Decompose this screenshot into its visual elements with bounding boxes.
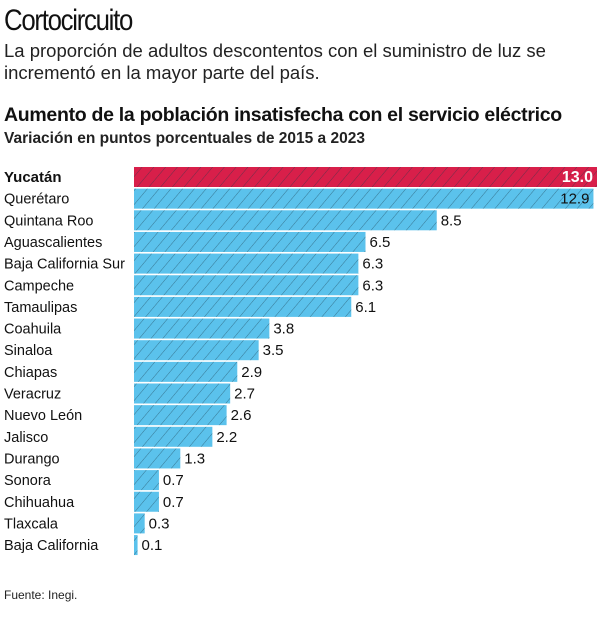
value-label: 2.9 (241, 364, 262, 381)
chart-title: Aumento de la población insatisfecha con… (4, 104, 562, 126)
category-label: Baja California Sur (4, 257, 125, 273)
bar-hatch (134, 167, 597, 187)
category-label: Aguascalientes (4, 235, 102, 251)
category-label: Baja California (4, 538, 99, 554)
value-label: 3.8 (273, 321, 294, 338)
category-label: Sinaloa (4, 343, 53, 359)
value-label: 2.2 (216, 429, 237, 446)
bar-hatch (134, 188, 594, 209)
category-label: Campeche (4, 278, 74, 294)
bar-hatch (134, 405, 227, 426)
value-label: 6.5 (370, 234, 391, 251)
chart-subtitle: Variación en puntos porcentuales de 2015… (4, 130, 365, 147)
bar-hatch (134, 253, 359, 274)
category-label: Quintana Roo (4, 213, 93, 229)
bar-hatch (134, 340, 259, 361)
value-label: 13.0 (562, 169, 593, 186)
category-label: Veracruz (4, 387, 61, 403)
value-label: 3.5 (263, 342, 284, 359)
bar-hatch (134, 383, 231, 404)
value-label: 2.6 (231, 407, 252, 424)
category-label: Chihuahua (4, 495, 75, 511)
page-title: Cortocircuito (4, 4, 133, 37)
value-label: 0.7 (163, 472, 184, 489)
category-label: Chiapas (4, 365, 57, 381)
page-subtitle: La proporción de adultos descontentos co… (4, 40, 546, 83)
bar-hatch (134, 318, 270, 339)
value-label: 12.9 (560, 191, 589, 208)
value-label: 1.3 (184, 450, 205, 467)
category-label: Yucatán (4, 169, 62, 186)
category-label: Sonora (4, 473, 52, 489)
bar-hatch (134, 491, 159, 512)
category-label: Tamaulipas (4, 300, 77, 316)
value-label: 6.3 (362, 277, 383, 294)
value-label: 0.3 (149, 515, 170, 532)
bar-hatch (134, 210, 437, 231)
category-label: Querétaro (4, 192, 69, 208)
category-label: Tlaxcala (4, 516, 59, 532)
value-label: 0.1 (142, 537, 163, 554)
bar-hatch (134, 426, 213, 447)
bar-hatch (134, 361, 238, 382)
category-label: Nuevo León (4, 408, 82, 424)
bar-hatch (134, 448, 181, 469)
category-label: Durango (4, 451, 60, 467)
source-note: Fuente: Inegi. (4, 588, 78, 602)
value-label: 6.3 (362, 256, 383, 273)
category-label: Coahuila (4, 322, 62, 338)
value-label: 2.7 (234, 386, 255, 403)
category-label: Jalisco (4, 430, 48, 446)
bar-hatch (134, 296, 352, 317)
bar-hatch (134, 513, 145, 534)
bar-hatch (134, 470, 159, 491)
value-label: 8.5 (441, 212, 462, 229)
value-label: 0.7 (163, 494, 184, 511)
bar-hatch (134, 535, 138, 556)
value-label: 6.1 (355, 299, 376, 316)
bar-hatch (134, 275, 359, 296)
bar-hatch (134, 231, 366, 252)
